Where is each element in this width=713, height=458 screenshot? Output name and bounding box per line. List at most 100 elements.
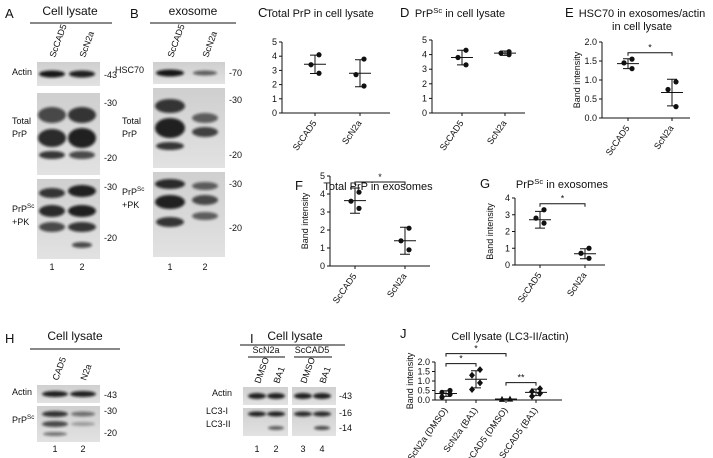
text-segment: Actin [212, 388, 232, 398]
blot-band [43, 432, 67, 436]
y-tick-label: 2.0 [417, 357, 430, 367]
panel-letter: A [5, 6, 14, 21]
lane-number: 2 [202, 262, 207, 272]
y-tick-label: 0.5 [584, 94, 597, 104]
lane-number: 4 [319, 444, 324, 454]
blot-band [71, 411, 95, 417]
significance-bracket [354, 181, 406, 186]
significance-label: * [474, 344, 478, 354]
y-tick-label: 2.0 [584, 37, 597, 47]
lane-label: ScN2a [200, 30, 219, 59]
sd-bar [623, 58, 633, 70]
lane-number: 1 [49, 262, 54, 272]
lane-label: ScCAD5 [165, 23, 186, 59]
blot-band [42, 421, 68, 427]
significance-label: * [648, 43, 652, 53]
lane-label: BA1 [271, 365, 286, 384]
panel-letter: H [5, 331, 14, 346]
y-tick-label: 1.0 [417, 376, 430, 386]
sd-bar [471, 370, 481, 389]
significance-bracket [445, 363, 477, 367]
panel-letter: F [295, 178, 303, 193]
sd-bar [441, 390, 451, 397]
blot-band [155, 195, 185, 209]
data-point [541, 220, 547, 226]
y-tick-label: 3 [505, 210, 510, 220]
y-tick-label: 0.0 [417, 395, 430, 405]
data-point [361, 56, 367, 62]
data-point [439, 394, 445, 400]
text-segment: HSC70 [115, 65, 144, 75]
row-label: PrPSc [12, 414, 34, 425]
text-segment: Actin [12, 387, 32, 397]
data-point [529, 387, 535, 395]
x-tick-label: ScCAD5 [291, 118, 319, 152]
data-point [621, 60, 627, 66]
blot-band [294, 411, 312, 417]
size-marker: -14 [339, 423, 352, 433]
lane-number: 1 [167, 262, 172, 272]
y-tick-label: 5 [422, 35, 427, 45]
row-label: PrP [122, 129, 137, 139]
blot-band [72, 242, 92, 248]
data-point [665, 86, 671, 93]
text-segment: Total [12, 116, 31, 126]
sd-bar [350, 187, 360, 214]
blot-band [69, 151, 95, 159]
blot-heading: Cell lysate [267, 329, 323, 343]
blot-band [71, 422, 95, 426]
row-label: LC3-I [206, 406, 228, 416]
data-point [673, 104, 679, 110]
blot-band [156, 69, 184, 77]
y-tick-label: 0 [422, 108, 427, 118]
text-segment: Total [122, 116, 141, 126]
row-label: +PK [122, 200, 139, 210]
y-tick-label: 4 [505, 193, 510, 203]
size-marker: -43 [104, 390, 117, 400]
y-tick-label: 0 [320, 261, 325, 271]
blot-band [267, 393, 285, 399]
row-label: Total [12, 116, 31, 126]
x-tick-label: ScCAD5 [516, 270, 544, 304]
panel-letter: C [258, 5, 267, 20]
y-tick-label: 4 [272, 51, 277, 61]
text-segment: Sc [27, 203, 34, 210]
sd-bar [400, 226, 410, 255]
chart-title: Total PrP in cell lysate [266, 8, 373, 20]
row-label: Total [122, 116, 141, 126]
y-tick-label: 1 [320, 243, 325, 253]
size-marker: -20 [104, 428, 117, 438]
sd-bar [355, 59, 365, 88]
blot-band [38, 107, 66, 123]
significance-label: * [459, 354, 463, 364]
y-tick-label: 1 [505, 243, 510, 253]
blot-band [192, 195, 218, 205]
y-tick-label: 3 [272, 65, 277, 75]
text-segment: Sc [27, 414, 34, 421]
blot-band [39, 70, 65, 78]
data-point [477, 379, 483, 387]
row-label: PrPSc [12, 203, 34, 214]
row-label: +PK [12, 217, 29, 227]
data-point [406, 225, 412, 231]
text-segment: Total PrP in exosomes [323, 181, 433, 193]
text-segment: LC3-I [206, 406, 228, 416]
text-segment: in cell lysate [612, 21, 672, 33]
size-marker: -20 [104, 233, 117, 243]
x-tick-label: ScCAD5 [604, 123, 632, 157]
blot-band [70, 391, 96, 397]
blot-band [192, 182, 218, 190]
y-tick-label: 1.0 [584, 75, 597, 85]
data-point [356, 189, 362, 195]
chart-title: HSC70 in exosomes/actin [579, 8, 706, 20]
blot-band [314, 426, 330, 430]
significance-label: ** [517, 373, 525, 383]
size-marker: -20 [229, 150, 242, 160]
text-segment: HSC70 in exosomes/actin [579, 8, 706, 20]
x-tick-label: ScN2a [565, 270, 589, 298]
significance-bracket [627, 52, 673, 56]
y-tick-label: 1 [272, 94, 277, 104]
y-axis-label: Band intensity [300, 192, 310, 249]
blot-band [193, 70, 217, 76]
text-segment: PrP [122, 129, 137, 139]
